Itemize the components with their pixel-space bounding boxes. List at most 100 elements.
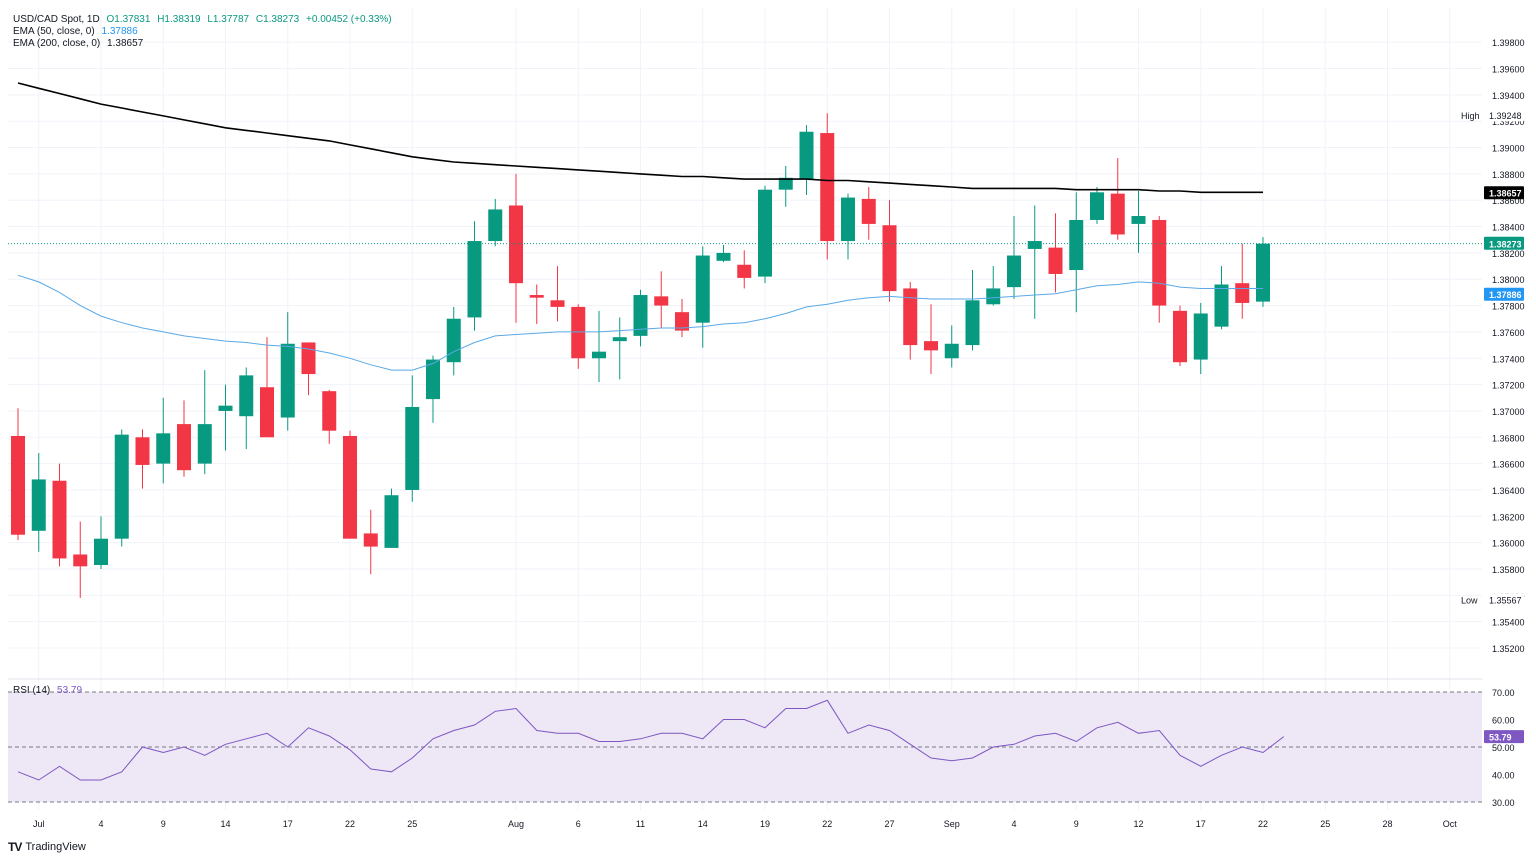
- time-tick-label: Oct: [1443, 819, 1458, 829]
- candle-up: [1131, 216, 1146, 224]
- price-tick-label: 1.39000: [1492, 144, 1525, 154]
- candles: [11, 113, 1270, 598]
- rsi-line: [17, 699, 1285, 781]
- ema50-tag-box: [1484, 287, 1524, 301]
- price-tick-label: 1.36800: [1492, 433, 1525, 443]
- candle-up: [446, 318, 461, 363]
- time-tick-label: 9: [161, 819, 166, 829]
- candle-down: [301, 342, 316, 375]
- rsi-tick-label: 40.00: [1492, 771, 1515, 781]
- price-tag-value: 1.38273: [1489, 239, 1522, 249]
- time-tick-label: 17: [283, 819, 293, 829]
- ema50-value: 1.37886: [101, 26, 138, 37]
- candle-down: [675, 312, 689, 331]
- candle-up: [1193, 313, 1208, 360]
- candle-up: [239, 375, 254, 417]
- candle-down: [1110, 193, 1125, 235]
- ema50-tag-value: 1.37886: [1489, 290, 1522, 300]
- candle-down: [1173, 310, 1187, 363]
- time-tick-label: 12: [1133, 819, 1143, 829]
- rsi-tick-label: 50.00: [1492, 743, 1515, 753]
- candle-up: [31, 479, 46, 531]
- candle-up: [695, 255, 710, 323]
- candle-up: [1069, 219, 1084, 271]
- candle-down: [322, 391, 337, 431]
- rsi-tag-value: 53.79: [1489, 733, 1512, 743]
- high-value: H1.38319: [157, 14, 201, 25]
- price-tags: High 1.39248 Low 1.35567 1.38657 1.38273 1.378…: [1461, 108, 1524, 744]
- rsi-tick-label: 60.00: [1492, 716, 1515, 726]
- rsi-tick-label: 30.00: [1492, 798, 1515, 808]
- price-tick-label: 1.37800: [1492, 302, 1525, 312]
- candle-up: [1007, 255, 1021, 288]
- time-axis[interactable]: Jul 4 9 14 17 22 25 Aug 6 11 14 19 22 27 Sep 4 9 12 17 22 25…: [33, 819, 1457, 829]
- candle-down: [52, 480, 67, 559]
- time-tick-label: 4: [98, 819, 103, 829]
- candle-up: [799, 131, 814, 180]
- time-tick-label: Jul: [33, 819, 45, 829]
- candle-down: [509, 205, 523, 284]
- price-axis[interactable]: 1.39800 1.39600 1.39400 1.39200 1.39000 1.388…: [1492, 38, 1525, 654]
- candle-down: [73, 554, 88, 567]
- time-tick-label: 25: [407, 819, 417, 829]
- candle-down: [11, 435, 25, 535]
- rsi-tick-label: 70.00: [1492, 688, 1515, 698]
- candle-up: [405, 406, 420, 490]
- candle-down: [1048, 247, 1063, 274]
- time-tick-label: 4: [1011, 819, 1016, 829]
- candle-up: [280, 343, 295, 418]
- candle-up: [384, 495, 399, 548]
- candle-up: [1090, 192, 1104, 220]
- candle-up: [612, 337, 627, 342]
- time-tick-label: 14: [220, 819, 230, 829]
- candle-down: [135, 437, 150, 465]
- time-tick-label: 28: [1382, 819, 1392, 829]
- time-tick-label: 17: [1196, 819, 1206, 829]
- candle-up: [426, 359, 440, 400]
- candle-up: [633, 295, 648, 336]
- price-tick-label: 1.35800: [1492, 565, 1525, 575]
- price-tick-label: 1.39200: [1492, 117, 1525, 127]
- candle-down: [177, 424, 191, 471]
- time-tick-label: Aug: [508, 819, 524, 829]
- rsi-label: RSI (14): [13, 685, 51, 696]
- candle-down: [737, 264, 752, 278]
- price-tick-label: 1.35200: [1492, 644, 1525, 654]
- price-tick-label: 1.37400: [1492, 354, 1525, 364]
- symbol-name[interactable]: USD/CAD Spot, 1D: [13, 14, 100, 25]
- high-tag-label: High: [1461, 111, 1480, 121]
- price-tick-label: 1.39600: [1492, 65, 1525, 75]
- rsi-legend[interactable]: RSI (14) 53.79: [13, 685, 86, 697]
- price-tick-label: 1.36200: [1492, 512, 1525, 522]
- time-tick-label: 19: [760, 819, 770, 829]
- time-tick-label: 22: [822, 819, 832, 829]
- price-tick-label: 1.38600: [1492, 196, 1525, 206]
- rsi-axis[interactable]: 70.00 60.00 50.00 40.00 30.00: [1492, 688, 1515, 808]
- ema50-legend[interactable]: EMA (50, close, 0) 1.37886: [13, 26, 142, 38]
- ema50-line: [17, 274, 1263, 371]
- candle-up: [488, 209, 503, 242]
- symbol-legend: USD/CAD Spot, 1D O1.37831 H1.38319 L1.37…: [13, 14, 396, 26]
- candle-up: [944, 343, 959, 359]
- candle-up: [778, 177, 793, 190]
- branding[interactable]: TV TradingView: [8, 840, 86, 854]
- ema50-label: EMA (50, close, 0): [13, 26, 95, 37]
- price-tick-label: 1.37200: [1492, 381, 1525, 391]
- time-tick-label: 22: [1258, 819, 1268, 829]
- candle-up: [197, 424, 212, 464]
- ema200-legend[interactable]: EMA (200, close, 0) 1.38657: [13, 38, 147, 50]
- ema200-label: EMA (200, close, 0): [13, 38, 101, 49]
- high-tag-box: [1484, 108, 1524, 122]
- time-tick-label: Sep: [944, 819, 960, 829]
- candle-up: [1214, 284, 1229, 327]
- candle-down: [820, 133, 835, 242]
- low-tag-box: [1484, 593, 1524, 607]
- price-tick-label: 1.38800: [1492, 170, 1525, 180]
- rsi-tag-box: [1484, 730, 1524, 744]
- candle-up: [1256, 243, 1270, 302]
- candle-up: [94, 538, 108, 566]
- time-tick-label: 6: [576, 819, 581, 829]
- candle-up: [841, 197, 855, 242]
- change-value: +0.00452 (+0.33%): [306, 14, 392, 25]
